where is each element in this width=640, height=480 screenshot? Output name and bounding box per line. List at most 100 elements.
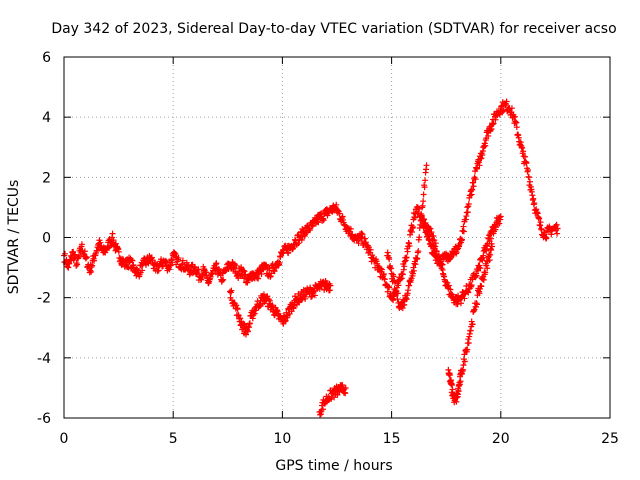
data-point	[244, 328, 251, 335]
data-point	[486, 232, 493, 239]
data-point	[148, 254, 155, 261]
x-axis-label: GPS time / hours	[275, 458, 392, 474]
data-point	[415, 248, 422, 255]
data-point	[320, 217, 327, 224]
data-point	[166, 266, 173, 273]
data-point	[315, 219, 322, 226]
y-tick-label: 0	[42, 231, 51, 247]
data-point	[524, 167, 531, 174]
data-point	[154, 268, 161, 275]
data-point	[488, 247, 495, 254]
data-point	[469, 186, 476, 193]
data-point	[342, 390, 349, 397]
data-point	[461, 358, 468, 365]
data-point	[81, 248, 88, 255]
data-point	[298, 236, 305, 243]
data-point	[513, 124, 520, 131]
data-point	[460, 362, 467, 369]
grid	[64, 57, 610, 418]
data-point	[447, 371, 454, 378]
data-marks	[61, 98, 561, 418]
data-point	[128, 257, 135, 264]
data-point	[386, 256, 393, 263]
data-point	[409, 223, 416, 230]
data-point	[455, 388, 462, 395]
data-point	[447, 286, 454, 293]
data-point	[477, 265, 484, 272]
data-point	[488, 235, 495, 242]
data-point	[109, 230, 116, 237]
data-point	[461, 295, 468, 302]
data-point	[388, 265, 395, 272]
data-point	[179, 257, 186, 264]
data-point	[327, 282, 334, 289]
data-point	[258, 271, 265, 278]
data-point	[468, 191, 475, 198]
x-tick-label: 0	[60, 431, 69, 447]
data-point	[423, 162, 430, 169]
data-point	[474, 301, 481, 308]
data-point	[139, 267, 146, 274]
x-tick-label: 15	[383, 431, 401, 447]
data-point	[406, 242, 413, 249]
data-point	[436, 253, 443, 260]
data-point	[76, 252, 83, 259]
y-tick-label: 6	[42, 50, 51, 66]
data-point	[489, 121, 496, 128]
data-point	[74, 261, 81, 268]
data-point	[254, 275, 261, 282]
data-point	[378, 266, 385, 273]
data-point	[172, 251, 179, 258]
data-point	[430, 233, 437, 240]
data-point	[445, 282, 452, 289]
data-point	[456, 381, 463, 388]
data-point	[488, 125, 495, 132]
y-tick-label: -2	[37, 291, 51, 307]
data-point	[175, 255, 182, 262]
data-point	[394, 290, 401, 297]
data-point	[468, 282, 475, 289]
x-tick-label: 20	[492, 431, 510, 447]
data-point	[339, 381, 346, 388]
data-point	[282, 317, 289, 324]
data-point	[342, 384, 349, 391]
data-point	[240, 267, 247, 274]
data-point	[480, 276, 487, 283]
y-tick-label: 4	[42, 110, 51, 126]
data-point	[416, 234, 423, 241]
data-point	[233, 302, 240, 309]
data-point	[530, 195, 537, 202]
data-point	[476, 162, 483, 169]
data-point	[311, 292, 318, 299]
data-point	[285, 250, 292, 257]
chart-title: Day 342 of 2023, Sidereal Day-to-day VTE…	[51, 21, 616, 37]
y-tick-label: 2	[42, 170, 51, 186]
data-point	[503, 98, 510, 105]
data-point	[543, 234, 550, 241]
data-point	[302, 295, 309, 302]
data-point	[478, 155, 485, 162]
data-point	[464, 346, 471, 353]
data-point	[271, 268, 278, 275]
data-point	[359, 231, 366, 238]
data-point	[307, 227, 314, 234]
data-point	[473, 272, 480, 279]
data-point	[246, 320, 253, 327]
data-point	[276, 259, 283, 266]
ticks: 0 5 10 15 20 25 -6 -4 -2 0 2 4 6	[37, 50, 619, 447]
data-point	[386, 284, 393, 291]
data-point	[61, 250, 68, 257]
data-point	[115, 248, 122, 255]
data-point	[489, 243, 496, 250]
data-point	[91, 257, 98, 264]
data-point	[233, 262, 240, 269]
data-point	[169, 259, 176, 266]
data-point	[483, 247, 490, 254]
data-point	[537, 219, 544, 226]
data-point	[391, 279, 398, 286]
data-point	[458, 236, 465, 243]
data-point	[554, 230, 561, 237]
data-point	[433, 248, 440, 255]
data-point	[336, 210, 343, 217]
data-point	[251, 310, 258, 317]
